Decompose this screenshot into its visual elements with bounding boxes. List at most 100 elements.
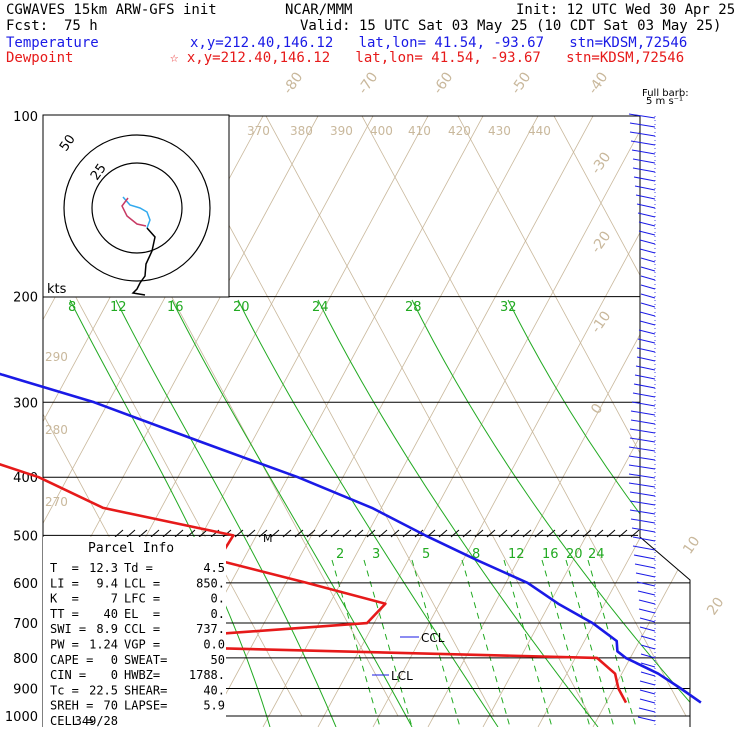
parcel-row-value2: 5.9 bbox=[203, 699, 225, 713]
parcel-row-value: 70 bbox=[104, 699, 118, 713]
hatch-mark bbox=[330, 529, 340, 538]
isotherm-label: -80 bbox=[280, 69, 306, 97]
isotherm-labels: -80 -70 -60 -50 -40 -30 -20 -10 0 10 20 bbox=[280, 69, 727, 618]
isotherm-label: -20 bbox=[588, 228, 614, 256]
wind-barb bbox=[639, 248, 656, 254]
parcel-row-value2: 737. bbox=[196, 622, 225, 636]
parcel-info-box: Parcel Info T = 12.3 Td = 4.5 LI = 9.4 LCL = 85… bbox=[43, 537, 226, 728]
wind-barb bbox=[631, 401, 656, 407]
wind-barb bbox=[639, 698, 656, 704]
wind-barb bbox=[635, 572, 656, 578]
mixing-ratio-line bbox=[507, 299, 690, 727]
wind-barb bbox=[632, 158, 656, 164]
hatch-mark bbox=[498, 529, 508, 538]
parcel-row-value2: 50 bbox=[211, 653, 225, 667]
mixing-ratio-label: 8 bbox=[472, 547, 480, 562]
mixing-ratio-label: 3 bbox=[372, 547, 380, 562]
hatch-mark bbox=[114, 529, 124, 538]
hatch-mark bbox=[474, 529, 484, 538]
isotherm-label: -50 bbox=[508, 69, 534, 97]
mixing-ratio-label: 2 bbox=[336, 547, 344, 562]
wind-barb bbox=[637, 590, 656, 596]
isotherm-line bbox=[43, 116, 303, 717]
wind-barb bbox=[639, 239, 656, 245]
hodograph-trace-mid bbox=[121, 197, 147, 227]
adiabat-line bbox=[592, 116, 690, 727]
hatch-mark bbox=[486, 529, 496, 538]
hodograph: 50 25 kts bbox=[42, 114, 230, 298]
isotherm-line bbox=[649, 116, 690, 717]
wind-barb bbox=[636, 581, 656, 587]
parcel-row-label2: LCL = bbox=[124, 576, 160, 590]
right-boundary bbox=[639, 116, 691, 727]
hatch-mark bbox=[270, 529, 280, 538]
parcel-row-label: TT = bbox=[50, 607, 79, 621]
hatch-mark bbox=[378, 529, 388, 538]
mixing-ratio-label: 12 bbox=[508, 547, 525, 562]
hatch-mark bbox=[318, 529, 328, 538]
wind-barb bbox=[639, 689, 656, 695]
adiabat-line bbox=[537, 116, 690, 727]
parcel-row-value: 1.24 bbox=[89, 638, 118, 652]
isotherm-label: 10 bbox=[680, 534, 703, 558]
wind-barb bbox=[629, 428, 656, 434]
parcel-row-label2: CCL = bbox=[124, 622, 160, 636]
parcel-row-label2: EL = bbox=[124, 607, 160, 621]
theta-label: 270 bbox=[45, 495, 68, 509]
wind-barb bbox=[629, 437, 656, 443]
model-title: CGWAVES 15km ARW-GFS init bbox=[6, 2, 217, 18]
hatch-mark bbox=[306, 529, 316, 538]
parcel-row-value: 9.4 bbox=[96, 576, 118, 590]
wind-barb bbox=[628, 455, 656, 461]
hatch-mark bbox=[462, 529, 472, 538]
wind-barb bbox=[629, 509, 656, 515]
hatch-mark bbox=[438, 529, 448, 538]
wind-barb bbox=[628, 446, 656, 452]
parcel-rows: T = 12.3 Td = 4.5 LI = 9.4 LCL = 850. K = 7 LFC = 0… bbox=[50, 561, 225, 728]
mixing-ratio-dashed-line bbox=[565, 559, 615, 727]
mixing-ratio-dashed-line bbox=[331, 559, 381, 727]
isotherm-label: -40 bbox=[585, 69, 611, 97]
mixing-ratio-label: 12 bbox=[110, 300, 127, 315]
hatch-mark bbox=[570, 529, 580, 538]
barb-legend-line1: Full barb: bbox=[642, 88, 689, 99]
hodograph-frame bbox=[42, 114, 230, 298]
temperature-station-info: x,y=212.40,146.12 lat,lon= 41.54, -93.67… bbox=[190, 35, 688, 51]
wind-barbs bbox=[628, 113, 656, 727]
parcel-row-value2: 0. bbox=[211, 592, 225, 606]
adiabat-line bbox=[317, 116, 649, 727]
hatch-mark bbox=[366, 529, 376, 538]
wind-barb bbox=[630, 140, 656, 146]
parcel-row-label2: SHEAR= bbox=[124, 683, 167, 697]
pressure-label-700: 700 bbox=[13, 617, 38, 632]
hatch-mark bbox=[174, 529, 184, 538]
theta-label: 370 bbox=[247, 124, 270, 138]
theta-label: 410 bbox=[408, 124, 431, 138]
wind-barb bbox=[640, 275, 656, 281]
parcel-row-label: CAPE = bbox=[50, 653, 93, 667]
parcel-row-label: K = bbox=[50, 592, 79, 606]
wind-barb bbox=[639, 311, 656, 317]
parcel-row-value2: 850. bbox=[196, 576, 225, 590]
hatch-mark bbox=[450, 529, 460, 538]
wind-barb bbox=[633, 383, 656, 389]
mixing-ratio-label: 24 bbox=[588, 547, 605, 562]
theta-label: 390 bbox=[330, 124, 353, 138]
parcel-row-value2: 0.0 bbox=[203, 638, 225, 652]
wind-barb bbox=[638, 329, 656, 335]
wind-barb bbox=[630, 518, 656, 524]
parcel-row-value: 22.5 bbox=[89, 683, 118, 697]
wind-barb bbox=[639, 320, 656, 326]
adiabat-line bbox=[482, 116, 690, 727]
hatch-mark bbox=[186, 529, 196, 538]
hatch-mark bbox=[390, 529, 400, 538]
hatch-mark bbox=[234, 529, 244, 538]
forecast-hour: 75 h bbox=[64, 18, 98, 34]
temperature-legend-label: Temperature bbox=[6, 35, 99, 51]
adiabat-line bbox=[207, 116, 539, 727]
theta-label: 430 bbox=[488, 124, 511, 138]
wind-barb bbox=[634, 185, 656, 191]
wind-barb bbox=[634, 563, 656, 569]
wind-barb bbox=[640, 644, 656, 650]
